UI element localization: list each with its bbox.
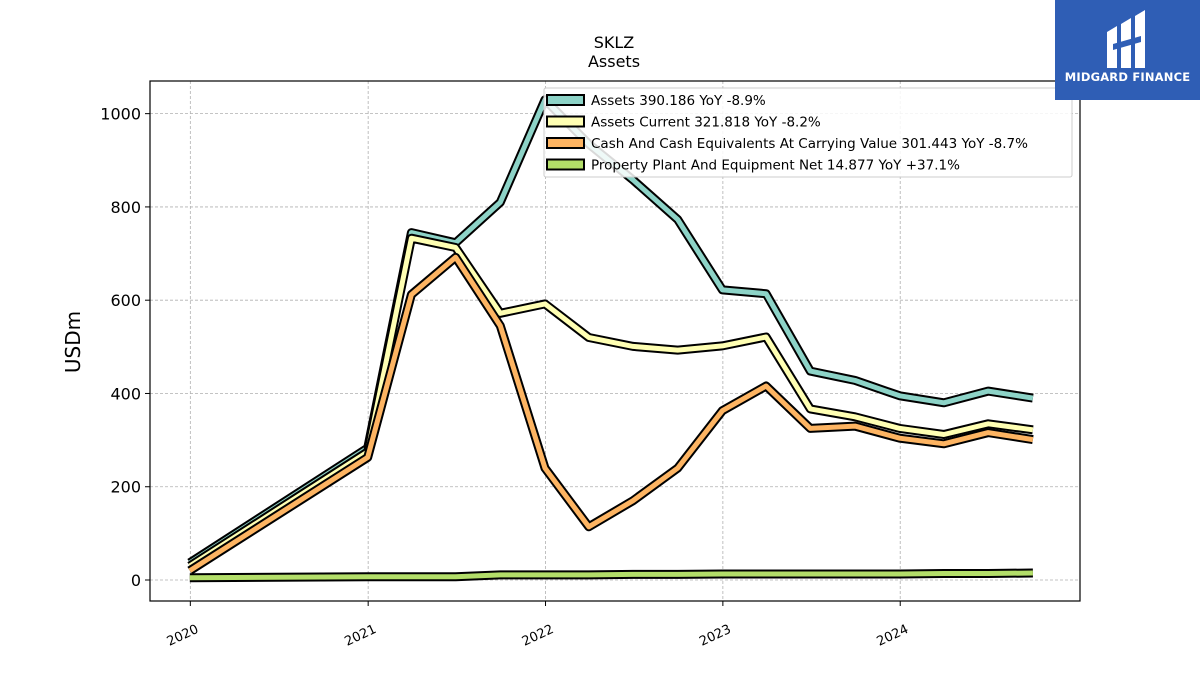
- chart-subtitle: Assets: [588, 52, 640, 71]
- legend-swatch: [546, 158, 585, 171]
- legend-label: Cash And Cash Equivalents At Carrying Va…: [591, 136, 1028, 152]
- series-line: [188, 235, 1034, 569]
- logo-text: MIDGARD FINANCE: [1064, 70, 1191, 84]
- y-tick-label: 400: [110, 384, 141, 403]
- y-tick-label: 200: [110, 478, 141, 497]
- chart-title: SKLZ: [594, 33, 635, 52]
- series-line: [188, 97, 1034, 565]
- legend-label: Assets 390.186 YoY -8.9%: [591, 93, 766, 109]
- series-line: [188, 254, 1034, 573]
- y-tick-label: 1000: [100, 105, 141, 124]
- series-1: [187, 95, 1034, 567]
- legend-swatch: [546, 115, 585, 128]
- legend-swatch: [546, 94, 585, 106]
- legend-swatch: [546, 137, 585, 149]
- series-lines: [187, 95, 1034, 583]
- y-tick-label: 600: [110, 291, 141, 310]
- series-2: [187, 233, 1034, 570]
- logo-mark-icon: [1107, 10, 1145, 68]
- plot-area-frame: [149, 80, 1081, 602]
- y-axis-label: USDm: [61, 311, 85, 373]
- series-line: [189, 570, 1033, 581]
- y-tick-label: 0: [131, 571, 141, 590]
- series-3: [187, 252, 1034, 575]
- legend-box: [543, 87, 1073, 178]
- legend-label: Property Plant And Equipment Net 14.877 …: [591, 158, 960, 174]
- y-tick-label: 800: [110, 198, 141, 217]
- series-4: [189, 568, 1033, 583]
- legend: Assets 390.186 YoY -8.9% Assets Current 3…: [543, 87, 1073, 178]
- midgard-finance-logo: MIDGARD FINANCE: [1055, 0, 1200, 100]
- legend-label: Assets Current 321.818 YoY -8.2%: [591, 115, 821, 131]
